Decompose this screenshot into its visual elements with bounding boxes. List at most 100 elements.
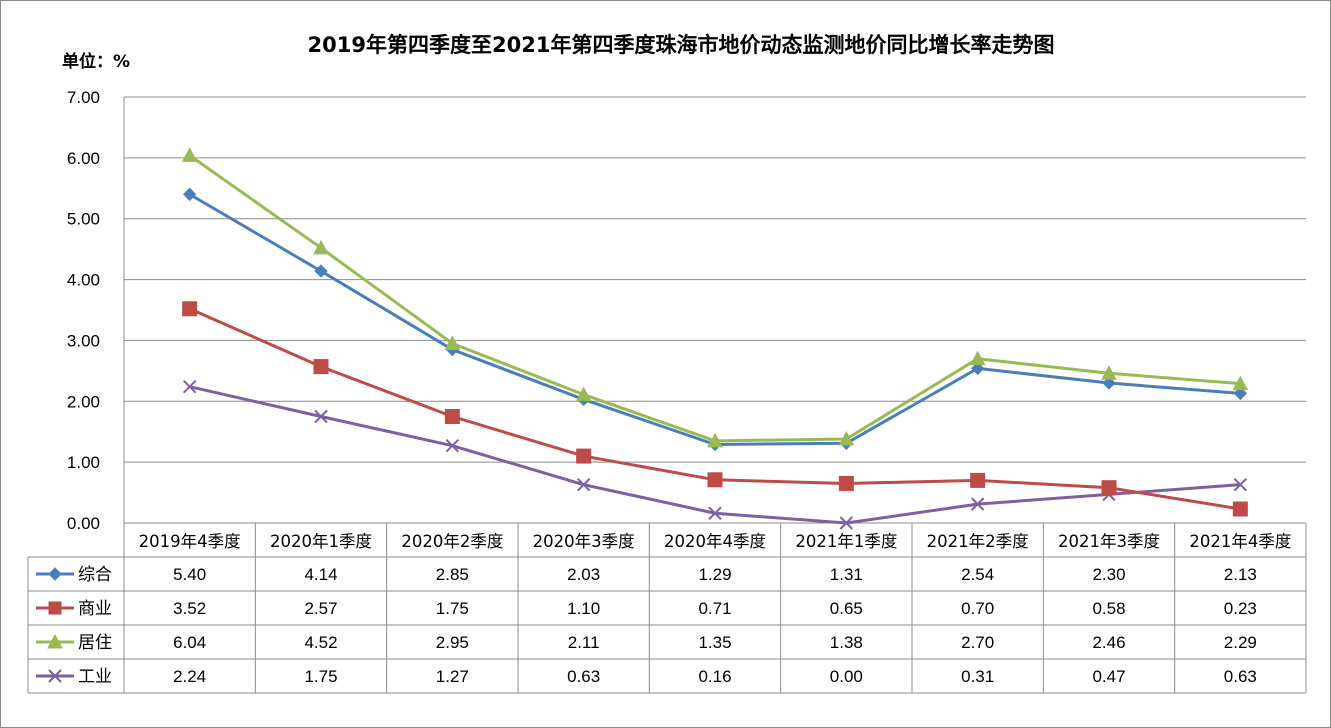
marker-x-stroke	[445, 439, 460, 453]
marker-triangle	[47, 633, 63, 649]
table-cell-value: 0.63	[567, 667, 600, 686]
table-cell-value: 2.29	[1224, 633, 1257, 652]
y-tick-label: 5.00	[67, 210, 100, 229]
marker-x	[1233, 477, 1248, 492]
table-cell-value: 2.46	[1092, 633, 1125, 652]
table-cell-value: 1.38	[830, 633, 863, 652]
marker-x	[182, 379, 197, 394]
table-cell-value: 4.14	[304, 565, 337, 584]
table-cell-value: 3.52	[173, 599, 206, 618]
table-cell-value: 5.40	[173, 565, 206, 584]
marker-triangle	[1232, 375, 1249, 391]
marker-x-stroke	[708, 506, 722, 520]
marker-square	[444, 409, 460, 424]
marker-x	[576, 477, 591, 492]
series-lines	[188, 154, 1241, 525]
table-cell-value: 6.04	[173, 633, 206, 652]
table-cell-value: 2.54	[961, 565, 994, 584]
table-cell-value: 1.29	[698, 565, 731, 584]
table-cell-value: 4.52	[304, 633, 337, 652]
unit-label: 单位：%	[62, 51, 130, 72]
table-cell-value: 2.57	[304, 599, 337, 618]
legend-series-name: 综合	[78, 565, 112, 585]
marker-diamond	[48, 567, 62, 581]
marker-x-stroke	[182, 379, 197, 394]
y-tick-label: 1.00	[67, 453, 100, 472]
table-cell-value: 0.16	[698, 667, 731, 686]
table-cell-value: 0.71	[698, 599, 731, 618]
marker-x	[445, 439, 460, 453]
marker-square	[707, 472, 723, 488]
table-cell-value: 0.00	[830, 667, 863, 686]
table-cell-value: 2.11	[568, 633, 600, 652]
x-category-label: 2019年4季度	[139, 532, 241, 551]
table-cell-value: 1.75	[304, 667, 337, 686]
table-cell-value: 2.30	[1092, 565, 1125, 584]
marker-x	[970, 497, 985, 511]
x-category-label: 2020年2季度	[401, 532, 503, 551]
table-cell-value: 1.10	[567, 599, 600, 618]
series-line-2	[188, 154, 1241, 443]
marker-diamond	[314, 264, 328, 278]
grid	[124, 96, 1306, 463]
marker-diamond	[1233, 386, 1248, 401]
legend-series-name: 商业	[78, 599, 112, 619]
legend-series-name: 工业	[78, 667, 112, 687]
marker-x	[314, 409, 328, 424]
x-category-label: 2020年4季度	[664, 532, 766, 551]
table-cell-value: 0.65	[830, 599, 863, 618]
marker-x	[708, 506, 722, 520]
marker-triangle	[444, 335, 461, 350]
marker-diamond	[1102, 376, 1116, 390]
table-cell-value: 0.23	[1224, 599, 1257, 618]
y-tick-label: 3.00	[67, 331, 100, 350]
marker-x	[48, 669, 62, 683]
marker-triangle	[313, 239, 329, 255]
x-category-label: 2021年2季度	[927, 532, 1029, 551]
marker-square	[576, 448, 592, 464]
marker-x-stroke	[1233, 477, 1248, 492]
marker-square	[313, 359, 329, 375]
marker-triangle	[575, 386, 592, 402]
table-cell-value: 2.70	[961, 633, 994, 652]
table-cell-value: 1.27	[436, 667, 469, 686]
marker-x-stroke	[839, 516, 854, 530]
marker-diamond	[182, 187, 197, 202]
x-category-label: 2021年1季度	[795, 532, 897, 551]
marker-triangle	[838, 430, 855, 446]
series-line-3	[189, 385, 1241, 525]
marker-square	[1232, 501, 1248, 517]
y-tick-label: 0.00	[67, 514, 100, 533]
marker-x-stroke	[314, 409, 328, 424]
table-cell-value: 1.35	[698, 633, 731, 652]
marker-square	[1101, 480, 1117, 496]
table-cell-value: 2.24	[173, 667, 206, 686]
y-tick-label: 2.00	[67, 392, 100, 411]
marker-triangle	[181, 147, 198, 162]
table-cell-value: 0.31	[961, 667, 994, 686]
x-category-label: 2021年3季度	[1058, 532, 1160, 551]
y-tick-label: 7.00	[67, 88, 100, 107]
x-category-label: 2020年1季度	[270, 532, 372, 551]
marker-x-stroke	[48, 669, 62, 683]
table-cell-value: 0.58	[1092, 599, 1125, 618]
chart-title: 2019年第四季度至2021年第四季度珠海市地价动态监测地价同比增长率走势图	[308, 33, 1055, 57]
table-cell-value: 1.75	[436, 599, 469, 618]
table-cell-value: 0.47	[1092, 667, 1125, 686]
marker-square	[182, 301, 198, 317]
series-markers	[181, 147, 1249, 530]
table-cell-value: 2.13	[1224, 565, 1257, 584]
marker-square	[48, 601, 62, 615]
table-cell-value: 2.03	[567, 565, 600, 584]
marker-triangle	[969, 350, 986, 366]
series-line-0	[188, 193, 1241, 446]
marker-x	[839, 516, 854, 530]
marker-square	[838, 475, 854, 491]
table-cell-value: 0.63	[1224, 667, 1257, 686]
x-category-label: 2020年3季度	[533, 532, 635, 551]
marker-square	[970, 472, 986, 488]
legend-series-name: 居住	[78, 633, 112, 653]
marker-diamond	[970, 361, 985, 376]
